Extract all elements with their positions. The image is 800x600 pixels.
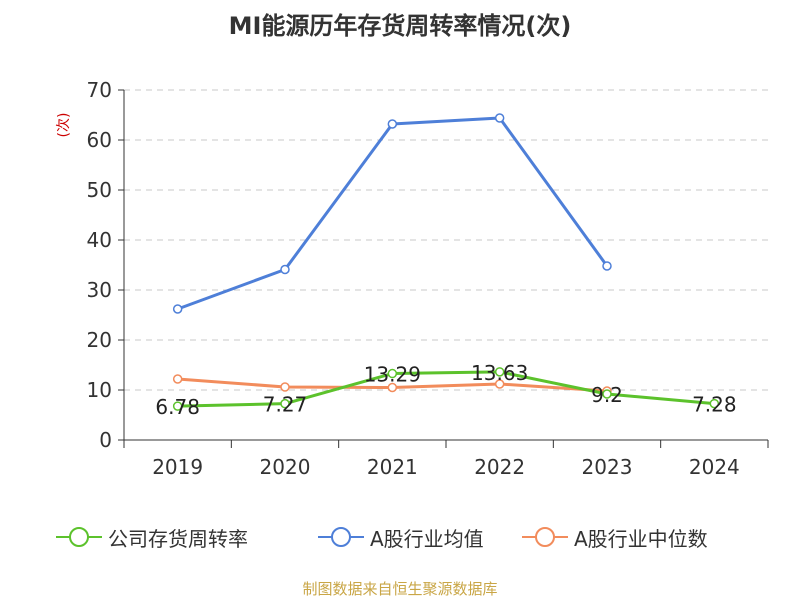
y-tick-label: 0 bbox=[99, 428, 112, 452]
legend-circle bbox=[69, 527, 89, 547]
data-point bbox=[494, 367, 505, 377]
data-point bbox=[280, 264, 290, 275]
y-tick-label: 60 bbox=[87, 128, 112, 152]
legend-item[interactable]: 公司存货周转率 bbox=[56, 520, 248, 554]
y-tick-label: 70 bbox=[87, 78, 112, 102]
data-label: 13.63 bbox=[471, 361, 528, 385]
data-point bbox=[602, 389, 612, 399]
x-tick-label: 2024 bbox=[689, 455, 740, 479]
x-tick-label: 2019 bbox=[152, 455, 203, 479]
data-point bbox=[387, 382, 398, 393]
data-point bbox=[280, 382, 290, 392]
x-tick-label: 2020 bbox=[260, 455, 311, 479]
data-label: 7.27 bbox=[263, 393, 308, 417]
y-tick-label: 30 bbox=[87, 278, 112, 302]
legend-marker-icon bbox=[318, 527, 364, 547]
data-point bbox=[709, 398, 720, 409]
legend-label: A股行业均值 bbox=[370, 526, 484, 551]
data-point bbox=[172, 304, 183, 314]
legend-label: A股行业中位数 bbox=[574, 526, 708, 551]
data-label: 7.28 bbox=[692, 393, 737, 417]
y-axis-label: (次) bbox=[56, 113, 72, 138]
data-point bbox=[172, 374, 183, 384]
data-point bbox=[602, 261, 612, 271]
data-point bbox=[387, 368, 398, 379]
y-tick-label: 10 bbox=[87, 378, 112, 402]
series-line bbox=[177, 116, 609, 311]
x-tick-label: 2022 bbox=[474, 455, 525, 479]
data-point bbox=[494, 379, 505, 389]
y-tick-label: 20 bbox=[87, 328, 112, 352]
data-point bbox=[494, 113, 505, 123]
legend-label: 公司存货周转率 bbox=[108, 526, 248, 551]
legend-item[interactable]: A股行业均值 bbox=[318, 520, 484, 554]
legend-marker-icon bbox=[56, 527, 102, 547]
legend-circle bbox=[331, 527, 351, 547]
data-point bbox=[280, 398, 290, 409]
legend-circle bbox=[535, 527, 555, 547]
data-label: 13.29 bbox=[364, 363, 421, 387]
x-tick-label: 2023 bbox=[582, 455, 633, 479]
x-tick-label: 2021 bbox=[367, 455, 418, 479]
legend-item[interactable]: A股行业中位数 bbox=[522, 520, 708, 554]
y-tick-label: 40 bbox=[87, 228, 112, 252]
source-note: 制图数据来自恒生聚源数据库 bbox=[302, 580, 498, 598]
data-label: 9.2 bbox=[591, 383, 623, 407]
data-point bbox=[172, 401, 183, 411]
y-tick-label: 50 bbox=[87, 178, 112, 202]
legend: 公司存货周转率 A股行业均值 A股行业中位数 bbox=[0, 520, 800, 554]
data-point bbox=[387, 119, 398, 129]
chart-title: MI能源历年存货周转率情况(次) bbox=[228, 12, 572, 40]
series-line bbox=[177, 370, 715, 408]
legend-marker-icon bbox=[522, 527, 568, 547]
data-label: 6.78 bbox=[155, 395, 200, 419]
